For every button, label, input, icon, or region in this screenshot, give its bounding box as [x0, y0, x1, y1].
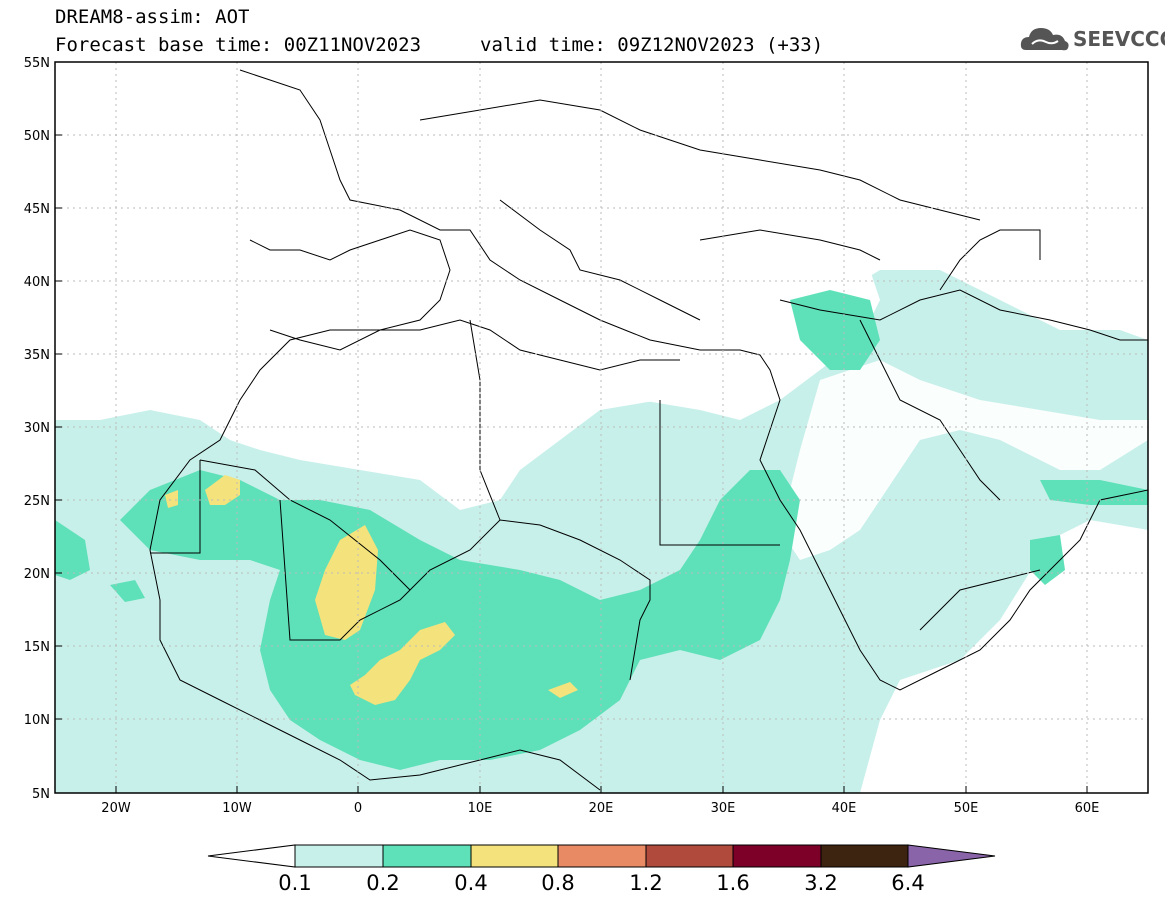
lat-label: 40N — [24, 275, 50, 290]
lat-label: 5N — [32, 787, 50, 802]
seevccc-logo: SEEVCCC — [1018, 20, 1165, 56]
lon-label: 10W — [222, 801, 252, 816]
lat-label: 10N — [24, 713, 50, 728]
colorbar-segment — [732, 844, 822, 868]
lon-label: 20W — [101, 801, 131, 816]
lat-label: 55N — [24, 56, 50, 71]
colorbar-label: 1.6 — [716, 871, 749, 895]
colorbar-label: 0.2 — [366, 871, 399, 895]
lat-labels: 55N 50N 45N 40N 35N 30N 25N 20N 15N 10N … — [24, 56, 50, 802]
colorbar-segment — [382, 844, 472, 868]
lon-label: 20E — [589, 801, 614, 816]
lon-label: 0 — [354, 801, 362, 816]
colorbar-segment — [470, 844, 559, 868]
logo-text: SEEVCCC — [1073, 27, 1165, 51]
lon-label: 10E — [468, 801, 493, 816]
colorbar-label: 1.2 — [629, 871, 662, 895]
lon-label: 30E — [711, 801, 736, 816]
forecast-base-time: Forecast base time: 00Z11NOV2023 — [55, 34, 422, 56]
cloud-icon — [1020, 28, 1069, 51]
lat-label: 30N — [24, 421, 50, 436]
colorbar-segment — [557, 844, 647, 868]
lon-label: 50E — [954, 801, 979, 816]
lat-label: 45N — [24, 202, 50, 217]
gridlines — [55, 62, 1148, 793]
colorbar-label: 0.1 — [278, 871, 311, 895]
colorbar-label: 3.2 — [804, 871, 837, 895]
colorbar-high-arrow — [907, 844, 996, 868]
lat-label: 25N — [24, 494, 50, 509]
colorbar: 0.1 0.2 0.4 0.8 1.2 1.6 3.2 6.4 — [207, 844, 996, 895]
colorbar-segment — [294, 844, 384, 868]
lon-label: 60E — [1075, 801, 1100, 816]
lat-label: 50N — [24, 129, 50, 144]
lat-label: 35N — [24, 348, 50, 363]
lon-label: 40E — [832, 801, 857, 816]
map-title: DREAM8-assim: AOT — [55, 6, 250, 28]
colorbar-segment — [820, 844, 909, 868]
colorbar-label: 0.8 — [541, 871, 574, 895]
aot-field — [55, 62, 1148, 793]
lat-label: 15N — [24, 640, 50, 655]
valid-time: valid time: 09Z12NOV2023 (+33) — [480, 34, 824, 56]
colorbar-low-arrow — [207, 844, 296, 868]
colorbar-segment — [645, 844, 734, 868]
lon-labels: 20W 10W 0 10E 20E 30E 40E 50E 60E — [101, 801, 1099, 816]
colorbar-label: 0.4 — [454, 871, 487, 895]
lat-label: 20N — [24, 567, 50, 582]
colorbar-label: 6.4 — [891, 871, 924, 895]
